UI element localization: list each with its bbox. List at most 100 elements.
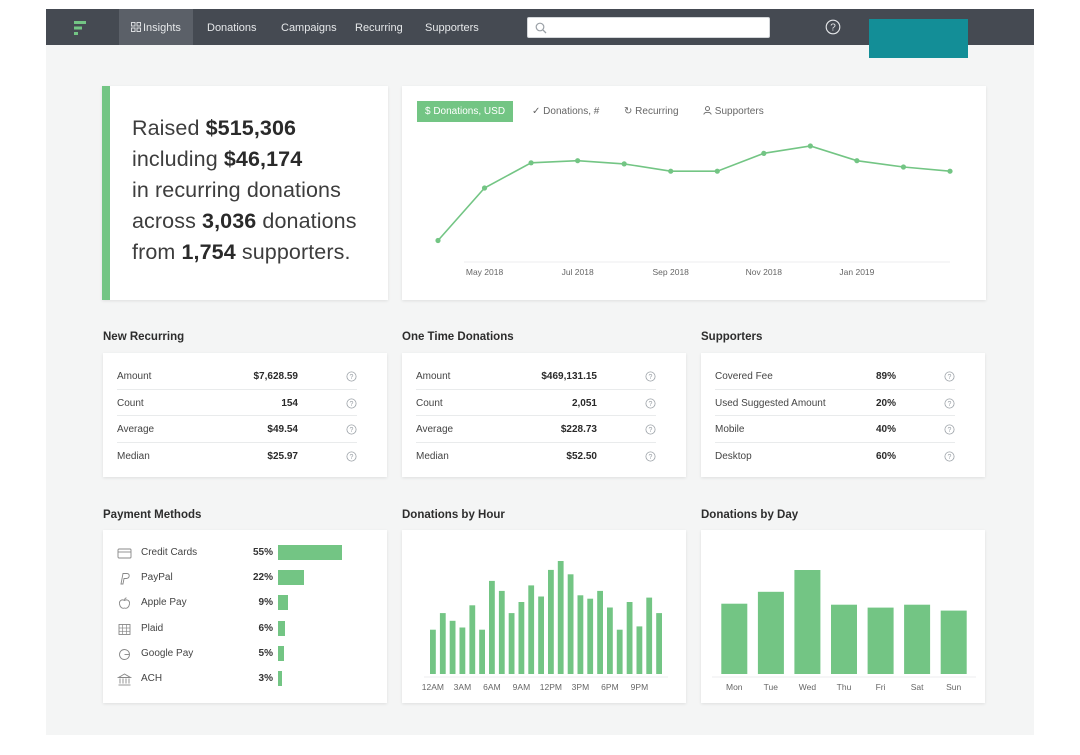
bar[interactable] bbox=[479, 629, 485, 674]
stat-row: Count 154? bbox=[117, 390, 357, 416]
data-point[interactable] bbox=[714, 168, 720, 174]
x-tick-label: Jan 2019 bbox=[839, 267, 874, 277]
data-point[interactable] bbox=[900, 164, 907, 170]
bar[interactable] bbox=[616, 629, 623, 674]
stat-row: Median $25.97? bbox=[117, 443, 357, 470]
bar[interactable] bbox=[904, 604, 931, 674]
bar[interactable] bbox=[489, 580, 495, 674]
bar[interactable] bbox=[940, 610, 967, 674]
help-icon[interactable]: ? bbox=[645, 451, 656, 462]
tab-donations[interactable]: Donations bbox=[207, 22, 257, 34]
payment-method-bar bbox=[278, 645, 284, 661]
account-menu[interactable] bbox=[869, 19, 968, 58]
bar[interactable] bbox=[597, 590, 603, 674]
help-icon[interactable]: ? bbox=[944, 451, 955, 462]
help-icon[interactable]: ? bbox=[346, 371, 357, 382]
data-point[interactable] bbox=[481, 185, 488, 191]
data-point[interactable] bbox=[947, 168, 953, 174]
help-icon[interactable]: ? bbox=[825, 19, 841, 35]
help-icon[interactable]: ? bbox=[645, 398, 656, 409]
x-tick-label: 9PM bbox=[631, 682, 648, 692]
tab-campaigns[interactable]: Campaigns bbox=[281, 22, 337, 34]
x-tick-label: Nov 2018 bbox=[746, 267, 783, 277]
bar[interactable] bbox=[557, 561, 564, 674]
bar[interactable] bbox=[646, 597, 653, 674]
payment-method-pct: 3% bbox=[258, 673, 273, 684]
data-point[interactable] bbox=[854, 158, 860, 164]
bar[interactable] bbox=[587, 598, 594, 674]
tab-recurring[interactable]: Recurring bbox=[355, 22, 403, 34]
svg-text:?: ? bbox=[350, 374, 354, 381]
payment-method-row: Credit Cards 55% bbox=[117, 545, 377, 563]
bar[interactable] bbox=[636, 626, 643, 674]
bar[interactable] bbox=[567, 574, 574, 674]
bar[interactable] bbox=[449, 620, 456, 674]
grid-icon bbox=[131, 22, 141, 32]
chart-tab-donations-usd[interactable]: $ Donations, USD bbox=[417, 101, 514, 122]
bar[interactable] bbox=[528, 585, 535, 674]
user-icon bbox=[703, 106, 712, 115]
bar[interactable] bbox=[867, 607, 894, 674]
payment-method-pct: 9% bbox=[258, 597, 273, 609]
help-icon[interactable]: ? bbox=[346, 451, 357, 462]
supporters-card: Covered Fee 89%? Used Suggested Amount 20%?… bbox=[701, 353, 985, 477]
search-input[interactable] bbox=[527, 17, 770, 38]
bar[interactable] bbox=[831, 604, 857, 674]
data-point[interactable] bbox=[575, 158, 581, 164]
chart-tab-supporters[interactable]: Supporters bbox=[703, 101, 764, 122]
payment-method-pct: 5% bbox=[258, 647, 273, 659]
help-icon[interactable]: ? bbox=[346, 398, 357, 409]
tab-supporters[interactable]: Supporters bbox=[425, 22, 479, 34]
stat-label: Average bbox=[416, 424, 454, 435]
bar[interactable] bbox=[498, 590, 505, 674]
stat-value: 40% bbox=[875, 424, 896, 435]
stat-label: Count bbox=[416, 397, 443, 409]
bar[interactable] bbox=[469, 605, 476, 674]
data-point[interactable] bbox=[528, 160, 534, 166]
data-point[interactable] bbox=[621, 161, 627, 167]
stat-label: Mobile bbox=[715, 424, 745, 435]
x-tick-label: Jul 2018 bbox=[562, 267, 594, 277]
stat-row: Amount $7,628.59? bbox=[117, 363, 357, 390]
chart-tab-donations-count[interactable]: ✓ Donations, # bbox=[532, 106, 600, 117]
data-point[interactable] bbox=[668, 168, 674, 174]
bar[interactable] bbox=[721, 603, 748, 674]
x-tick-label: 12AM bbox=[422, 682, 444, 692]
help-icon[interactable]: ? bbox=[645, 424, 656, 435]
bar[interactable] bbox=[794, 570, 821, 674]
data-point[interactable] bbox=[761, 150, 767, 156]
chart-tab-recurring[interactable]: ↻ Recurring bbox=[624, 106, 679, 117]
data-point[interactable] bbox=[435, 237, 441, 244]
data-point[interactable] bbox=[807, 143, 813, 149]
help-icon[interactable]: ? bbox=[944, 371, 955, 382]
bar[interactable] bbox=[508, 613, 515, 674]
bar[interactable] bbox=[430, 629, 436, 674]
bar[interactable] bbox=[577, 595, 584, 674]
payment-method-row: Apple Pay 9% bbox=[117, 595, 377, 613]
help-icon[interactable]: ? bbox=[346, 424, 357, 435]
bar[interactable] bbox=[538, 596, 544, 675]
help-icon[interactable]: ? bbox=[944, 424, 955, 435]
help-icon[interactable]: ? bbox=[944, 398, 955, 409]
svg-text:?: ? bbox=[948, 454, 952, 461]
summary-raised: Raised $515,306 bbox=[132, 116, 297, 140]
series-line bbox=[437, 145, 951, 242]
tab-insights[interactable]: Insights bbox=[119, 9, 193, 45]
bar[interactable] bbox=[548, 569, 554, 674]
stat-label: Count bbox=[117, 397, 144, 409]
payment-methods-card: Credit Cards 55% PayPal 22% Apple Pay 9% Plaid… bbox=[103, 530, 387, 703]
summary-including: including $46,174 bbox=[132, 147, 303, 171]
bar[interactable] bbox=[757, 591, 784, 674]
bar[interactable] bbox=[607, 607, 613, 675]
bar[interactable] bbox=[518, 602, 525, 674]
svg-text:?: ? bbox=[948, 374, 952, 381]
bar[interactable] bbox=[626, 602, 633, 674]
bar[interactable] bbox=[439, 613, 446, 674]
bar[interactable] bbox=[656, 613, 662, 674]
bar[interactable] bbox=[459, 627, 466, 675]
logo-icon[interactable] bbox=[72, 19, 88, 37]
help-icon[interactable]: ? bbox=[645, 371, 656, 382]
svg-text:?: ? bbox=[649, 427, 653, 434]
new-recurring-card: Amount $7,628.59? Count 154? Average $49.54? M… bbox=[103, 353, 387, 477]
payment-method-name: ACH bbox=[141, 673, 163, 684]
